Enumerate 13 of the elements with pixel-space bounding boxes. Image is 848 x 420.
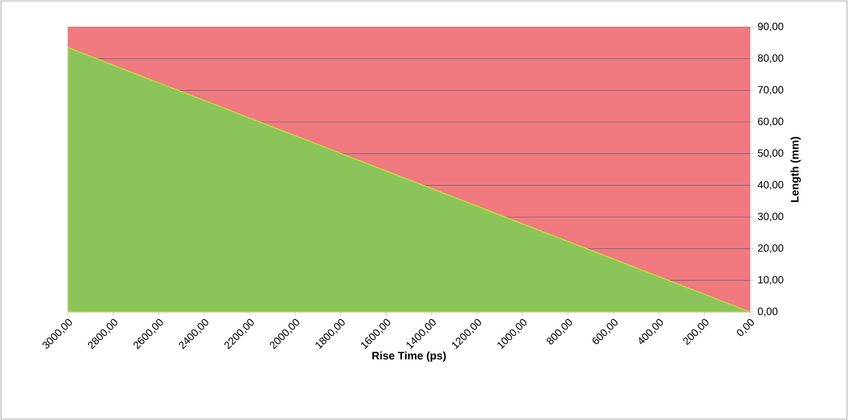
y-tick-label: 20,00 — [758, 244, 784, 253]
y-tick-label: 30,00 — [758, 212, 784, 222]
y-tick-label: 40,00 — [758, 181, 784, 190]
x-tick-label: 0,00 — [736, 319, 754, 336]
x-axis-title: Rise Time (ps) — [372, 351, 446, 362]
y-tick-label: 70,00 — [758, 86, 784, 95]
y-tick-label: 50,00 — [758, 149, 784, 158]
y-axis-title: Length (mm) — [790, 136, 801, 202]
y-tick-label: 10,00 — [758, 276, 784, 285]
y-tick-label: 90,00 — [758, 22, 784, 32]
y-tick-label: 60,00 — [758, 118, 784, 126]
y-tick-label: 0,00 — [758, 308, 778, 316]
y-tick-label: 80,00 — [758, 54, 784, 63]
